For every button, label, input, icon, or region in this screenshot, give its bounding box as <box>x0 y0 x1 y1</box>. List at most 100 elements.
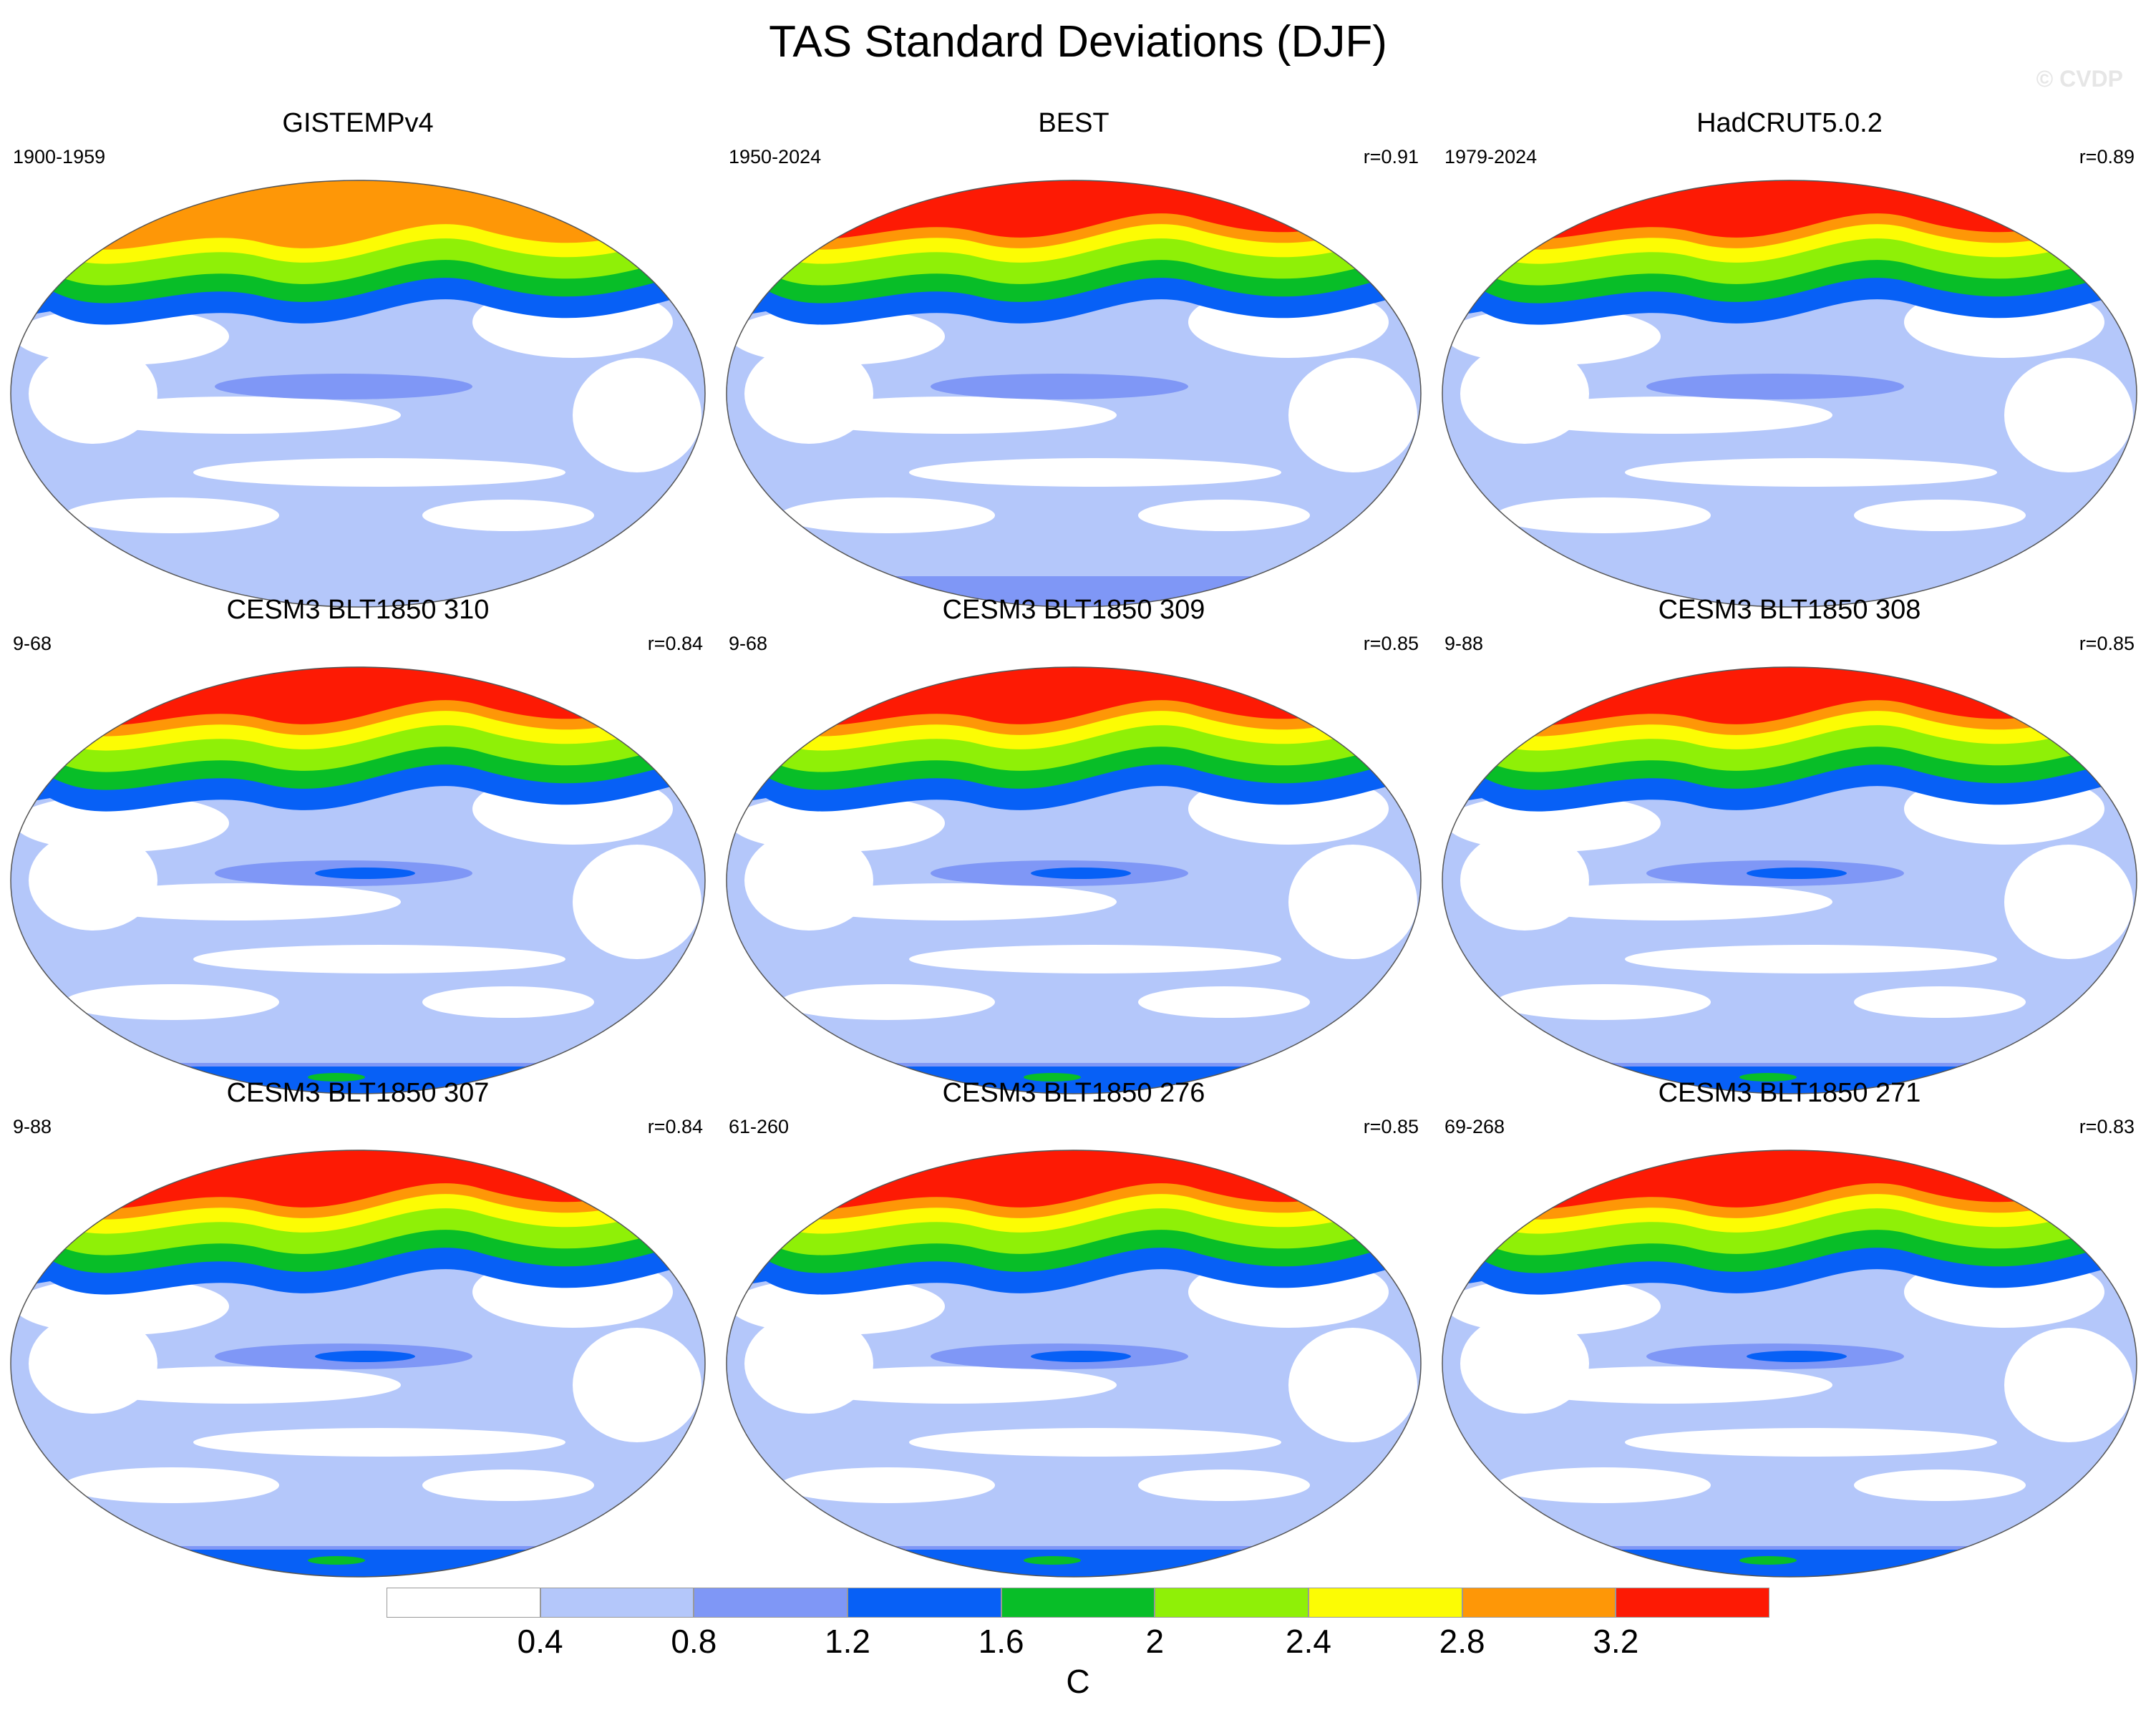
sd-level-below-0.4 <box>1854 986 2026 1018</box>
colorbar-swatch <box>1308 1588 1462 1618</box>
sd-contour->3.2 <box>1442 667 2137 726</box>
colorbar-tick-label: 3.2 <box>1593 1623 1639 1660</box>
map-panel: BEST 1950-2024 r=0.91 <box>716 107 1432 608</box>
panel-title: CESM3 BLT1850 276 <box>942 1078 1205 1108</box>
panel-period-label: 69-268 <box>1444 1116 1505 1137</box>
global-map <box>1442 180 2137 608</box>
panel-correlation-label: r=0.85 <box>1363 633 1419 654</box>
panel-title: CESM3 BLT1850 309 <box>942 595 1205 625</box>
sd-level-below-0.4 <box>29 344 157 444</box>
sd-level-below-0.4 <box>29 1313 157 1414</box>
colorbar-unit-label: C <box>1066 1663 1090 1700</box>
map-boundary <box>10 180 706 608</box>
sd-level-below-0.4 <box>64 1467 279 1503</box>
global-map <box>726 180 1422 608</box>
panel-title: CESM3 BLT1850 308 <box>1658 595 1921 625</box>
map-boundary <box>726 666 1422 1094</box>
colorbar-swatch <box>1462 1588 1616 1618</box>
map-boundary <box>726 180 1422 608</box>
sd-level-1.2-1.6 <box>1747 1351 1847 1362</box>
colorbar-tick-label: 0.4 <box>517 1623 563 1660</box>
sd-contour->3.2 <box>727 667 1421 726</box>
sd-level-1.6-2.0 <box>308 1556 365 1565</box>
map-panel: CESM3 BLT1850 308 9-88 r=0.85 <box>1432 594 2147 1094</box>
map-panel: CESM3 BLT1850 310 9-68 r=0.84 <box>0 594 716 1094</box>
colorbar-tick-label: 0.8 <box>671 1623 717 1660</box>
sd-level-below-0.4 <box>64 984 279 1020</box>
sd-level-below-0.4 <box>1138 986 1310 1018</box>
panel-correlation-label: r=0.83 <box>2079 1116 2135 1137</box>
colorbar-tick-label: 2.4 <box>1286 1623 1331 1660</box>
map-panel: CESM3 BLT1850 307 9-88 r=0.84 <box>0 1077 716 1578</box>
panel-period-label: 9-68 <box>13 633 52 654</box>
sd-level-below-0.4 <box>1496 984 1711 1020</box>
sd-level-below-0.4 <box>744 1313 873 1414</box>
sd-level-below-0.4 <box>909 458 1281 487</box>
map-panel: HadCRUT5.0.2 1979-2024 r=0.89 <box>1432 107 2147 608</box>
sd-level-below-0.4 <box>1288 358 1417 472</box>
colorbar-tick-label: 1.6 <box>978 1623 1024 1660</box>
colorbar-swatch <box>1616 1588 1769 1618</box>
sd-level-0.8-1.2 <box>1646 374 1904 399</box>
cvdp-watermark: © CVDP <box>2036 66 2123 92</box>
sd-level-below-0.4 <box>1138 1469 1310 1501</box>
panel-correlation-label: r=0.85 <box>2079 633 2135 654</box>
sd-level-below-0.4 <box>1496 1467 1711 1503</box>
global-map <box>1442 666 2137 1094</box>
sd-level-below-0.4 <box>1288 1328 1417 1442</box>
colorbar-tick-label: 1.2 <box>825 1623 870 1660</box>
sd-level-1.6-2.0 <box>308 1073 365 1082</box>
sd-level-below-0.4 <box>573 845 701 959</box>
sd-level-below-0.4 <box>1625 458 1997 487</box>
sd-level-1.2-1.6 <box>1747 868 1847 879</box>
sd-level-below-0.4 <box>780 497 995 533</box>
panel-correlation-label: r=0.84 <box>647 633 703 654</box>
sd-level-below-0.4 <box>2004 845 2133 959</box>
sd-level-below-0.4 <box>193 1428 565 1457</box>
sd-contour->3.2 <box>11 667 705 726</box>
sd-level-below-0.4 <box>1496 497 1711 533</box>
map-boundary <box>1442 180 2137 608</box>
colorbar <box>387 1588 1769 1619</box>
sd-level-below-0.4 <box>1854 500 2026 531</box>
panel-period-label: 9-88 <box>1444 633 1484 654</box>
sd-level-1.2-1.6 <box>315 868 415 879</box>
map-boundary <box>1442 1150 2137 1578</box>
sd-level-below-0.4 <box>193 945 565 973</box>
panel-title: HadCRUT5.0.2 <box>1696 108 1883 138</box>
panel-title: CESM3 BLT1850 307 <box>226 1078 490 1108</box>
sd-level-below-0.4 <box>1854 1469 2026 1501</box>
panel-title: CESM3 BLT1850 310 <box>226 595 490 625</box>
colorbar-swatch <box>848 1588 1001 1618</box>
sd-level-1.2-1.6 <box>1031 868 1131 879</box>
sd-level-below-0.4 <box>1288 845 1417 959</box>
sd-level-below-0.4 <box>1138 500 1310 531</box>
panel-period-label: 9-68 <box>729 633 768 654</box>
sd-level-below-0.4 <box>780 1467 995 1503</box>
global-map <box>1442 1150 2137 1578</box>
panel-correlation-label: r=0.89 <box>2079 146 2135 167</box>
sd-level-below-0.4 <box>1625 1428 1997 1457</box>
sd-level-below-0.4 <box>1460 344 1589 444</box>
sd-level-1.6-2.0 <box>1739 1073 1797 1082</box>
sd-contour-2.8-3.2 <box>11 180 705 250</box>
sd-level-below-0.4 <box>744 344 873 444</box>
global-map <box>10 666 706 1094</box>
sd-level-below-0.4 <box>780 984 995 1020</box>
sd-level-0.8-1.2 <box>215 374 472 399</box>
sd-level-1.2-1.6 <box>11 1550 705 1577</box>
sd-level-0.8-1.2 <box>931 374 1188 399</box>
sd-contour->3.2 <box>11 1150 705 1209</box>
sd-level-below-0.4 <box>573 1328 701 1442</box>
map-panel: GISTEMPv4 1900-1959 <box>0 107 716 608</box>
sd-level-below-0.4 <box>1460 1313 1589 1414</box>
sd-level-1.6-2.0 <box>1024 1556 1081 1565</box>
panel-period-label: 9-88 <box>13 1116 52 1137</box>
sd-level-below-0.4 <box>1625 945 1997 973</box>
sd-level-below-0.4 <box>422 1469 594 1501</box>
map-panel: CESM3 BLT1850 309 9-68 r=0.85 <box>716 594 1432 1094</box>
panel-period-label: 61-260 <box>729 1116 790 1137</box>
colorbar-swatch <box>694 1588 848 1618</box>
sd-level-below-0.4 <box>2004 1328 2133 1442</box>
global-map <box>726 1150 1422 1578</box>
